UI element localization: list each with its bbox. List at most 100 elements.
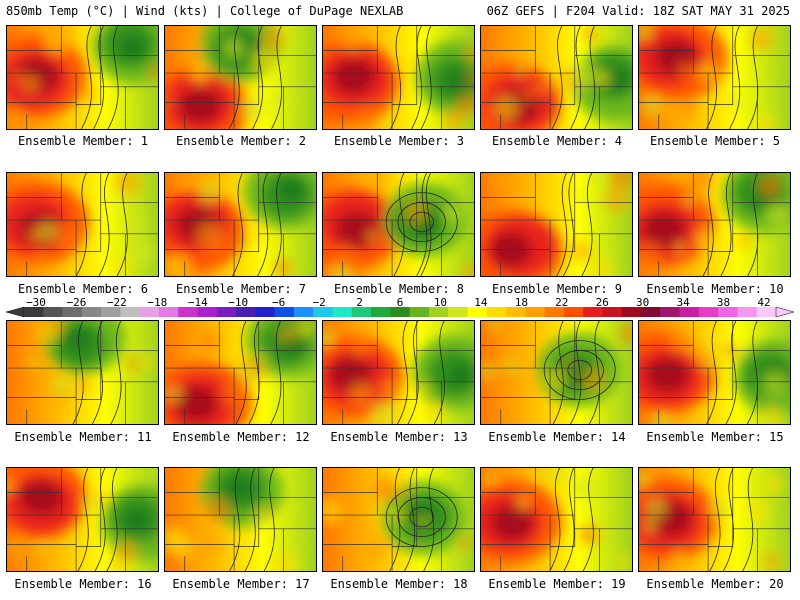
- colorbar-swatch: [313, 307, 333, 317]
- colorbar-tick-label: 14: [474, 296, 488, 309]
- state-borders: [7, 468, 158, 571]
- colorbar-tick-label: −6: [272, 296, 286, 309]
- ensemble-member-8-map: [322, 172, 475, 277]
- colorbar-swatch: [293, 307, 314, 317]
- height-contours: [232, 173, 282, 276]
- ensemble-member-7-map: [164, 172, 317, 277]
- ensemble-member-label: Ensemble Member: 14: [488, 430, 626, 444]
- ensemble-member-4-map: [480, 25, 633, 130]
- ensemble-member-20-map: [638, 467, 791, 572]
- ensemble-member-19-map: [480, 467, 633, 572]
- colorbar-swatch: [660, 307, 680, 317]
- height-contours: [229, 468, 275, 571]
- ensemble-member-13-map: [322, 320, 475, 425]
- ensemble-member-label: Ensemble Member: 5: [649, 134, 781, 148]
- colorbar-swatch: [274, 307, 295, 317]
- colorbar-swatch: [371, 307, 391, 317]
- ensemble-member-1-map: [6, 25, 159, 130]
- height-contours: [77, 468, 118, 571]
- state-borders: [323, 26, 474, 129]
- ensemble-member-label: Ensemble Member: 1: [17, 134, 149, 148]
- colorbar-tick-label: 26: [595, 296, 609, 309]
- colorbar-swatch: [641, 307, 661, 317]
- ensemble-member-label: Ensemble Member: 7: [175, 282, 307, 296]
- ensemble-member-label: Ensemble Member: 6: [17, 282, 149, 296]
- colorbar-swatch: [602, 307, 623, 317]
- colorbar-swatch: [255, 307, 275, 317]
- height-contours: [385, 468, 458, 571]
- state-borders: [323, 321, 474, 424]
- colorbar-swatch: [24, 307, 44, 317]
- ensemble-member-12-map: [164, 320, 317, 425]
- colorbar-swatch: [467, 307, 488, 317]
- ensemble-member-16-map: [6, 467, 159, 572]
- ensemble-member-label: Ensemble Member: 3: [333, 134, 465, 148]
- height-contours: [556, 173, 593, 276]
- colorbar-tick-label: −30: [26, 296, 46, 309]
- ensemble-member-5-map: [638, 25, 791, 130]
- ensemble-member-11-map: [6, 320, 159, 425]
- state-borders: [165, 26, 316, 129]
- state-borders: [7, 173, 158, 276]
- colorbar-tick-label: 18: [514, 296, 528, 309]
- state-borders: [639, 173, 790, 276]
- state-borders: [165, 321, 316, 424]
- height-contours: [228, 26, 283, 129]
- ensemble-member-17-map: [164, 467, 317, 572]
- state-borders: [7, 26, 158, 129]
- ensemble-member-9-map: [480, 172, 633, 277]
- height-contours: [702, 173, 759, 276]
- ensemble-member-label: Ensemble Member: 2: [175, 134, 307, 148]
- state-borders: [639, 26, 790, 129]
- colorbar-swatch: [506, 307, 526, 317]
- height-contours: [81, 26, 119, 129]
- ensemble-member-label: Ensemble Member: 19: [488, 577, 626, 591]
- colorbar-swatch: [679, 307, 700, 317]
- height-contours: [706, 321, 758, 424]
- colorbar-tick-label: −18: [147, 296, 168, 309]
- colorbar-swatch: [428, 307, 449, 317]
- ensemble-member-label: Ensemble Member: 11: [14, 430, 152, 444]
- colorbar-swatch: [486, 307, 507, 317]
- ensemble-member-label: Ensemble Member: 18: [330, 577, 468, 591]
- colorbar-swatch: [409, 307, 430, 317]
- height-contours: [76, 173, 128, 276]
- ensemble-member-14-map: [480, 320, 633, 425]
- colorbar-tick-label: 6: [396, 296, 404, 309]
- colorbar-tick-label: −10: [228, 296, 249, 309]
- height-contours: [551, 26, 596, 129]
- colorbar-swatch: [178, 307, 198, 317]
- colorbar-tick-label: 42: [757, 296, 771, 309]
- colorbar-swatch: [756, 307, 777, 317]
- ensemble-member-label: Ensemble Member: 20: [646, 577, 784, 591]
- colorbar-tick-label: 38: [716, 296, 731, 309]
- ensemble-member-label: Ensemble Member: 8: [333, 282, 465, 296]
- colorbar-swatch: [101, 307, 121, 317]
- colorbar-tick-label: 2: [356, 296, 363, 309]
- state-borders: [165, 173, 316, 276]
- chart-title: 850mb Temp (°C) | Wind (kts) | College o…: [6, 4, 404, 18]
- ensemble-member-label: Ensemble Member: 12: [172, 430, 310, 444]
- height-contours: [385, 173, 458, 276]
- colorbar-swatch: [737, 307, 758, 317]
- colorbar-swatch: [197, 307, 218, 317]
- ensemble-member-label: Ensemble Member: 16: [14, 577, 152, 591]
- state-borders: [639, 468, 790, 571]
- colorbar-swatch: [390, 307, 410, 317]
- state-borders: [639, 321, 790, 424]
- colorbar-tick-label: −2: [312, 296, 326, 309]
- colorbar-tick-label: 30: [636, 296, 650, 309]
- height-contours: [397, 321, 445, 424]
- colorbar-swatch: [448, 307, 468, 317]
- colorbar-swatch: [216, 307, 237, 317]
- height-contours: [72, 321, 122, 424]
- height-contours: [543, 321, 616, 424]
- valid-time: 06Z GEFS | F204 Valid: 18Z SAT MAY 31 20…: [486, 4, 790, 18]
- state-borders: [481, 26, 632, 129]
- colorbar-tick-label: −14: [187, 296, 208, 309]
- state-borders: [481, 468, 632, 571]
- colorbar-tick-label: 10: [433, 296, 448, 309]
- height-contours: [235, 321, 282, 424]
- temperature-colorbar: [6, 306, 794, 318]
- colorbar-low-arrow: [6, 306, 25, 318]
